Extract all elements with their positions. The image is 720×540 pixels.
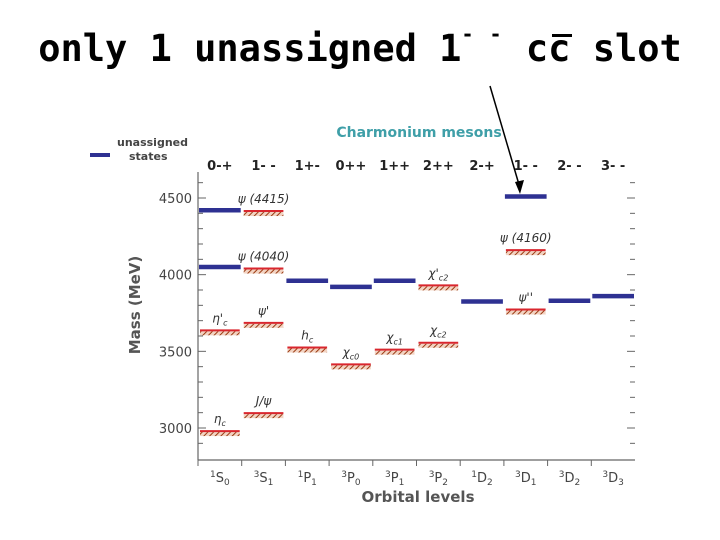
level-marks [199,194,634,437]
arrow-line [489,85,521,189]
y-axis-label: Mass (MeV) [126,256,144,355]
state-label: χc0 [342,345,360,361]
level-hatch [243,323,284,328]
overline-bar [551,34,572,37]
column-header: 1+- [295,159,320,174]
column-header: 0++ [336,159,367,174]
y-tick-label: 4000 [159,269,192,284]
column-header: 1++ [379,159,410,174]
column-header: 3- - [601,159,625,174]
column-header: 1- - [514,159,538,174]
level-hatch [200,432,240,437]
level-hatch [331,365,371,370]
x-tick-label: 1S0 [210,470,230,488]
column-header: 0-+ [207,159,232,174]
level-hatch [243,414,284,419]
level-hatch [200,331,240,336]
level-hatch [374,350,415,355]
state-label: χc1 [385,331,403,347]
title-end: slot [592,27,682,70]
level-hatch [505,310,546,315]
level-hatch [287,348,328,353]
x-tick-label: 3P0 [341,470,361,488]
state-label: ψ (4160) [500,231,552,245]
column-header: 2++ [423,159,454,174]
column-header: 2-+ [469,159,494,174]
state-label: ψ'' [518,290,533,304]
state-label: ψ' [258,304,269,318]
x-tick-label: 3D3 [602,470,623,488]
x-tick-label: 1D2 [471,470,492,488]
y-tick-label: 4500 [159,192,192,207]
x-axis-label: Orbital levels [361,488,474,506]
level-hatch [418,343,459,348]
level-hatch [243,269,284,274]
x-tick-label: 3D1 [515,470,536,488]
y-tick-label: 3000 [159,422,192,437]
title-cc: cc [526,27,572,70]
legend-label-line2: states [129,150,168,163]
x-tick-labels: 1S0 3S1 1P1 3P0 3P1 3P2 1D2 3D1 3D2 3D3 [197,460,624,488]
y-axis: 3000 3500 4000 4500 [159,192,192,437]
state-label: ψ (4415) [238,192,290,206]
column-header: 1- - [251,159,275,174]
state-label: χc2 [429,324,447,340]
state-label: ηc [214,412,227,428]
level-hatch [418,286,459,291]
y-tick-label: 3500 [159,345,192,360]
state-label: J/ψ [254,394,273,408]
legend-label-line1: unassigned [117,136,188,149]
state-label: η'c [212,311,228,327]
x-tick-label: 3P1 [385,470,404,488]
column-header: 2- - [557,159,581,174]
column-headers: 0-+ 1- - 1+- 0++ 1++ 2++ 2-+ 1- - 2- - 3- - [207,159,625,174]
x-tick-label: 1P1 [298,470,317,488]
x-tick-label: 3S1 [254,470,274,488]
x-tick-label: 3P2 [429,470,448,488]
state-label: ψ (4040) [238,250,290,264]
level-hatch [505,251,546,256]
arrow-head [515,180,524,194]
x-tick-label: 3D2 [559,470,580,488]
title-main: only 1 unassigned 1 [38,27,462,70]
title-superscript: - - [461,22,504,46]
chart-title: Charmonium mesons [336,125,501,141]
level-hatch [243,212,284,217]
state-label: χ'c2 [427,266,448,282]
state-label: hc [301,329,314,345]
slide-title: only 1 unassigned 1- - cc slot [0,22,720,70]
legend: unassigned states [90,136,188,163]
state-labels: ηc η'c J/ψ ψ' ψ (4040) ψ (4415) hc χc0 χc1 χc2 χ'c… [212,192,551,428]
